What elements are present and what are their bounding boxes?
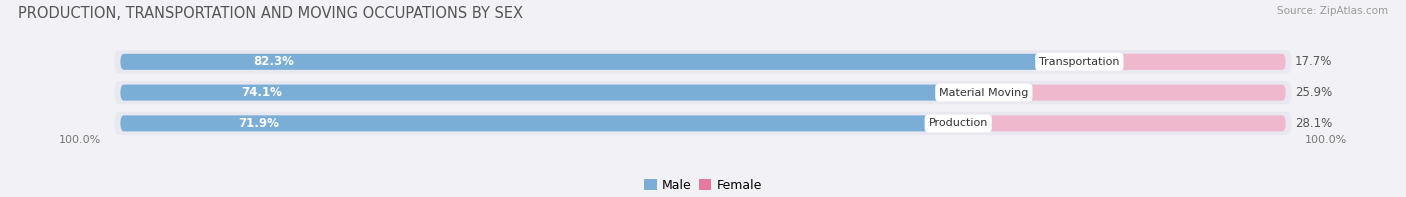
Text: PRODUCTION, TRANSPORTATION AND MOVING OCCUPATIONS BY SEX: PRODUCTION, TRANSPORTATION AND MOVING OC… xyxy=(18,6,523,21)
Text: Production: Production xyxy=(928,118,988,128)
FancyBboxPatch shape xyxy=(114,81,1292,104)
Text: Material Moving: Material Moving xyxy=(939,88,1029,98)
FancyBboxPatch shape xyxy=(1080,54,1285,70)
FancyBboxPatch shape xyxy=(114,112,1292,135)
FancyBboxPatch shape xyxy=(959,115,1285,131)
Text: 100.0%: 100.0% xyxy=(1305,135,1347,145)
FancyBboxPatch shape xyxy=(114,50,1292,73)
FancyBboxPatch shape xyxy=(121,85,984,101)
Text: 71.9%: 71.9% xyxy=(239,117,280,130)
Text: 100.0%: 100.0% xyxy=(59,135,101,145)
Text: 25.9%: 25.9% xyxy=(1295,86,1333,99)
FancyBboxPatch shape xyxy=(121,115,959,131)
Text: 17.7%: 17.7% xyxy=(1295,55,1333,68)
FancyBboxPatch shape xyxy=(984,85,1285,101)
Text: Transportation: Transportation xyxy=(1039,57,1119,67)
Legend: Male, Female: Male, Female xyxy=(640,174,766,197)
Text: Source: ZipAtlas.com: Source: ZipAtlas.com xyxy=(1277,6,1388,16)
Text: 82.3%: 82.3% xyxy=(253,55,294,68)
Text: 28.1%: 28.1% xyxy=(1295,117,1333,130)
FancyBboxPatch shape xyxy=(121,54,1080,70)
Text: 74.1%: 74.1% xyxy=(242,86,283,99)
